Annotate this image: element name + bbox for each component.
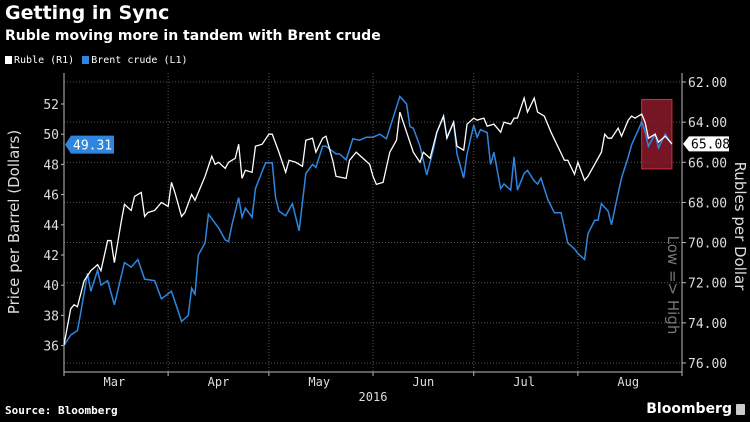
left-axis-tick-label: 44: [43, 219, 59, 234]
right-axis-tick-label: 72.00: [688, 277, 727, 292]
legend-label-ruble: Ruble (R1): [14, 55, 75, 66]
chart-title: Getting in Sync: [5, 2, 170, 24]
left-axis-tick-label: 42: [43, 249, 59, 264]
right-axis-tick-label: 74.00: [688, 317, 727, 332]
series-line-ruble: [63, 95, 673, 346]
right-axis-tick-label: 76.00: [688, 357, 727, 372]
x-axis-tick-label: Jul: [513, 375, 535, 389]
right-axis-tick-label: 64.00: [688, 116, 727, 131]
right-axis-direction-note: Low => High: [664, 236, 682, 335]
x-axis-tick-label: May: [308, 375, 330, 389]
right-axis-title: Rubles per Dollar: [731, 162, 749, 292]
right-axis-tick-label: 62.00: [688, 76, 727, 91]
right-axis-tick-label: 70.00: [688, 237, 727, 252]
last-value-tag-brent-bg: [65, 135, 114, 154]
highlight-box: [641, 98, 673, 170]
left-axis-tick-label: 50: [43, 128, 59, 143]
series-line-brent: [63, 94, 673, 347]
left-axis-tick-label: 52: [43, 98, 59, 113]
legend-label-brent: Brent crude (L1): [91, 55, 188, 66]
x-axis-tick-label: Mar: [104, 375, 126, 389]
x-axis-title: 2016: [359, 390, 388, 404]
x-axis-tick-label: Jun: [413, 375, 435, 389]
right-axis-tick-label: 66.00: [688, 156, 727, 171]
left-axis-tick-label: 38: [43, 309, 59, 324]
terminal-icon: [736, 403, 745, 415]
left-axis-tick-label: 48: [43, 158, 59, 173]
legend-item-ruble: Ruble (R1): [5, 55, 74, 66]
legend: Ruble (R1) Brent crude (L1): [5, 55, 188, 66]
legend-swatch-brent: [82, 56, 90, 64]
last-value-tag-ruble: 65.08: [691, 137, 730, 152]
bloomberg-logo: Bloomberg: [646, 401, 745, 417]
brand-label: Bloomberg: [646, 401, 732, 417]
source-note: Source: Bloomberg: [5, 404, 118, 417]
left-axis-tick-label: 46: [43, 189, 59, 204]
last-value-tag-ruble-bg: [683, 136, 729, 152]
left-axis-tick-label: 40: [43, 279, 59, 294]
last-value-tag-brent: 49.31: [73, 139, 112, 154]
chart-subtitle: Ruble moving more in tandem with Brent c…: [5, 28, 381, 44]
right-axis-tick-label: 68.00: [688, 196, 727, 211]
legend-item-brent: Brent crude (L1): [82, 55, 188, 66]
x-axis-tick-label: Apr: [208, 375, 230, 389]
left-axis-title: Price per Barrel (Dollars): [5, 130, 23, 314]
legend-swatch-ruble: [5, 56, 12, 64]
x-axis-tick-label: Aug: [617, 375, 639, 389]
left-axis-tick-label: 36: [43, 340, 59, 355]
